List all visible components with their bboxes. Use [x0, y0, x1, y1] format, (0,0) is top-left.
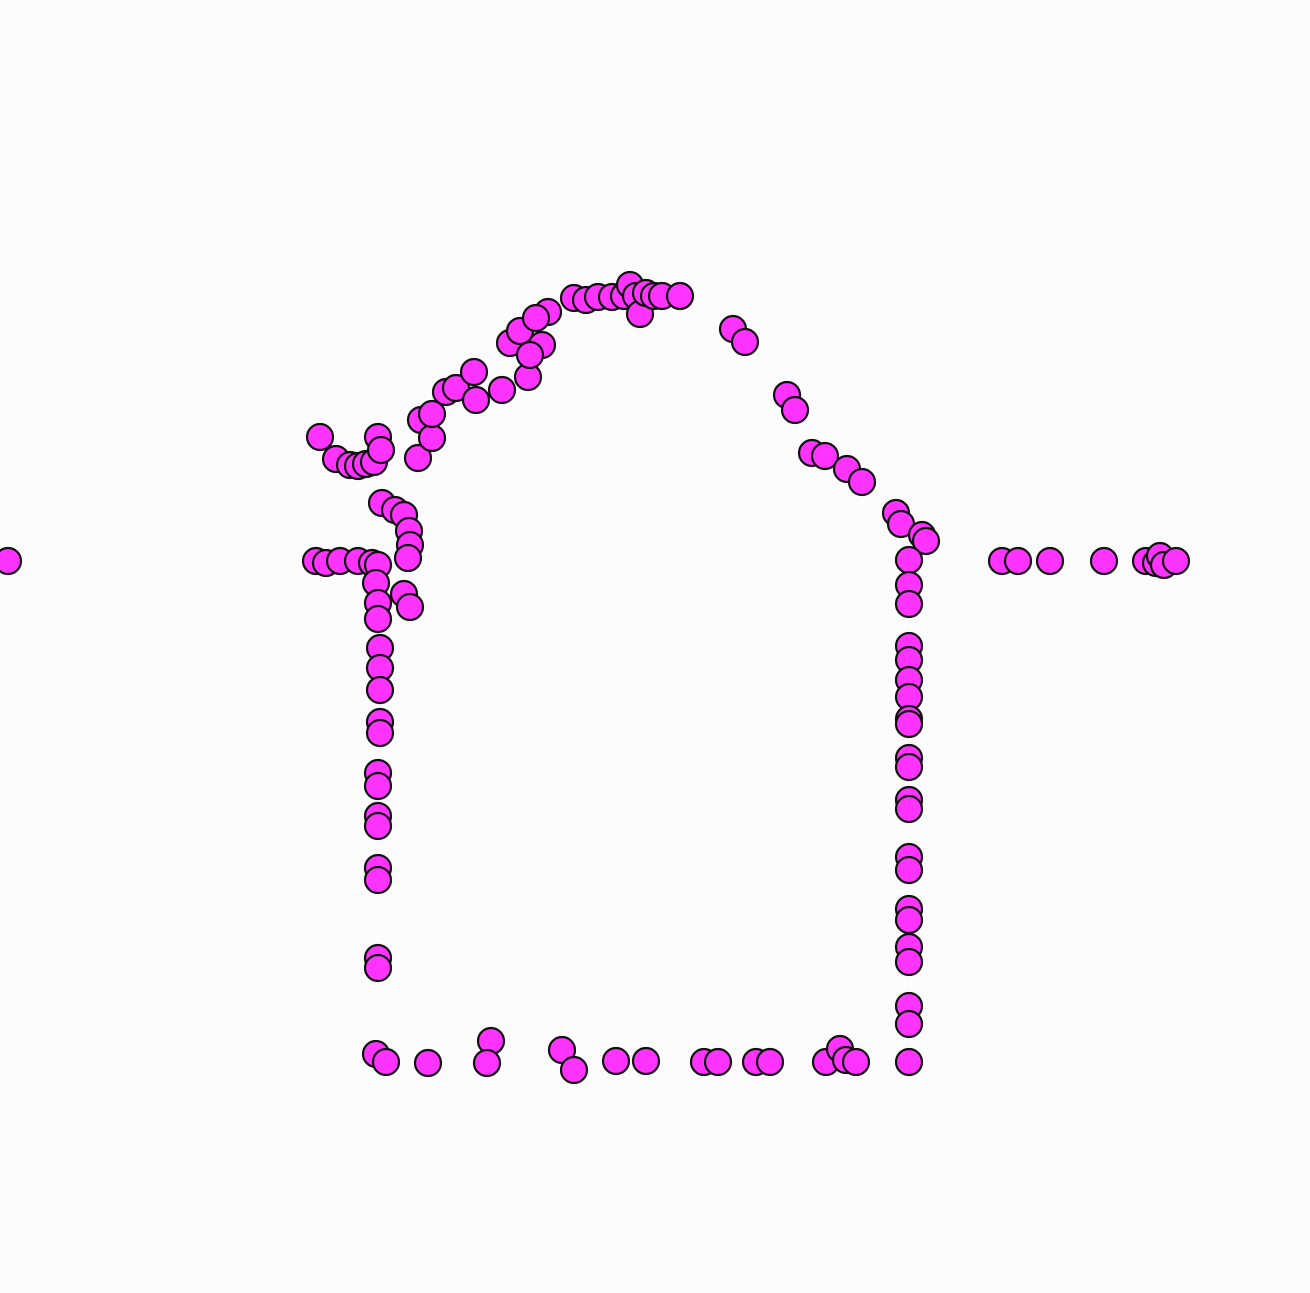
data-point	[894, 752, 924, 782]
data-point	[894, 794, 924, 824]
data-point	[780, 395, 810, 425]
data-point	[894, 855, 924, 885]
data-point	[559, 1055, 589, 1085]
data-point	[631, 1046, 661, 1076]
data-point	[841, 1047, 871, 1077]
data-point	[810, 441, 840, 471]
data-point	[461, 385, 491, 415]
data-point	[363, 604, 393, 634]
data-point	[601, 1046, 631, 1076]
data-point	[1003, 546, 1033, 576]
data-point	[371, 1047, 401, 1077]
data-point	[403, 443, 433, 473]
data-point	[363, 811, 393, 841]
data-point	[894, 709, 924, 739]
data-points	[0, 270, 1191, 1085]
data-point	[703, 1047, 733, 1077]
data-point	[894, 1047, 924, 1077]
data-point	[459, 357, 489, 387]
data-point	[366, 435, 396, 465]
data-point	[894, 947, 924, 977]
data-point	[417, 423, 447, 453]
data-point	[417, 399, 447, 429]
data-point	[847, 467, 877, 497]
data-point	[395, 592, 425, 622]
data-point	[911, 526, 941, 556]
data-point	[730, 327, 760, 357]
data-point	[305, 422, 335, 452]
data-point	[894, 545, 924, 575]
data-point	[1035, 546, 1065, 576]
data-point	[363, 865, 393, 895]
data-point	[363, 953, 393, 983]
data-point	[515, 340, 545, 370]
data-point	[665, 281, 695, 311]
data-point	[894, 1009, 924, 1039]
data-point	[487, 375, 517, 405]
data-point	[363, 771, 393, 801]
data-point	[755, 1047, 785, 1077]
data-point	[894, 905, 924, 935]
data-point	[413, 1048, 443, 1078]
data-point	[1089, 546, 1119, 576]
data-point	[0, 546, 23, 576]
data-point	[472, 1048, 502, 1078]
data-point	[365, 718, 395, 748]
data-point	[365, 675, 395, 705]
data-point	[894, 589, 924, 619]
data-point	[1161, 546, 1191, 576]
data-point	[393, 543, 423, 573]
data-point	[521, 303, 551, 333]
